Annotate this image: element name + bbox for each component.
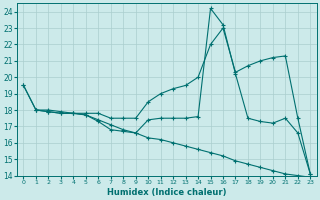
X-axis label: Humidex (Indice chaleur): Humidex (Indice chaleur) [107, 188, 227, 197]
